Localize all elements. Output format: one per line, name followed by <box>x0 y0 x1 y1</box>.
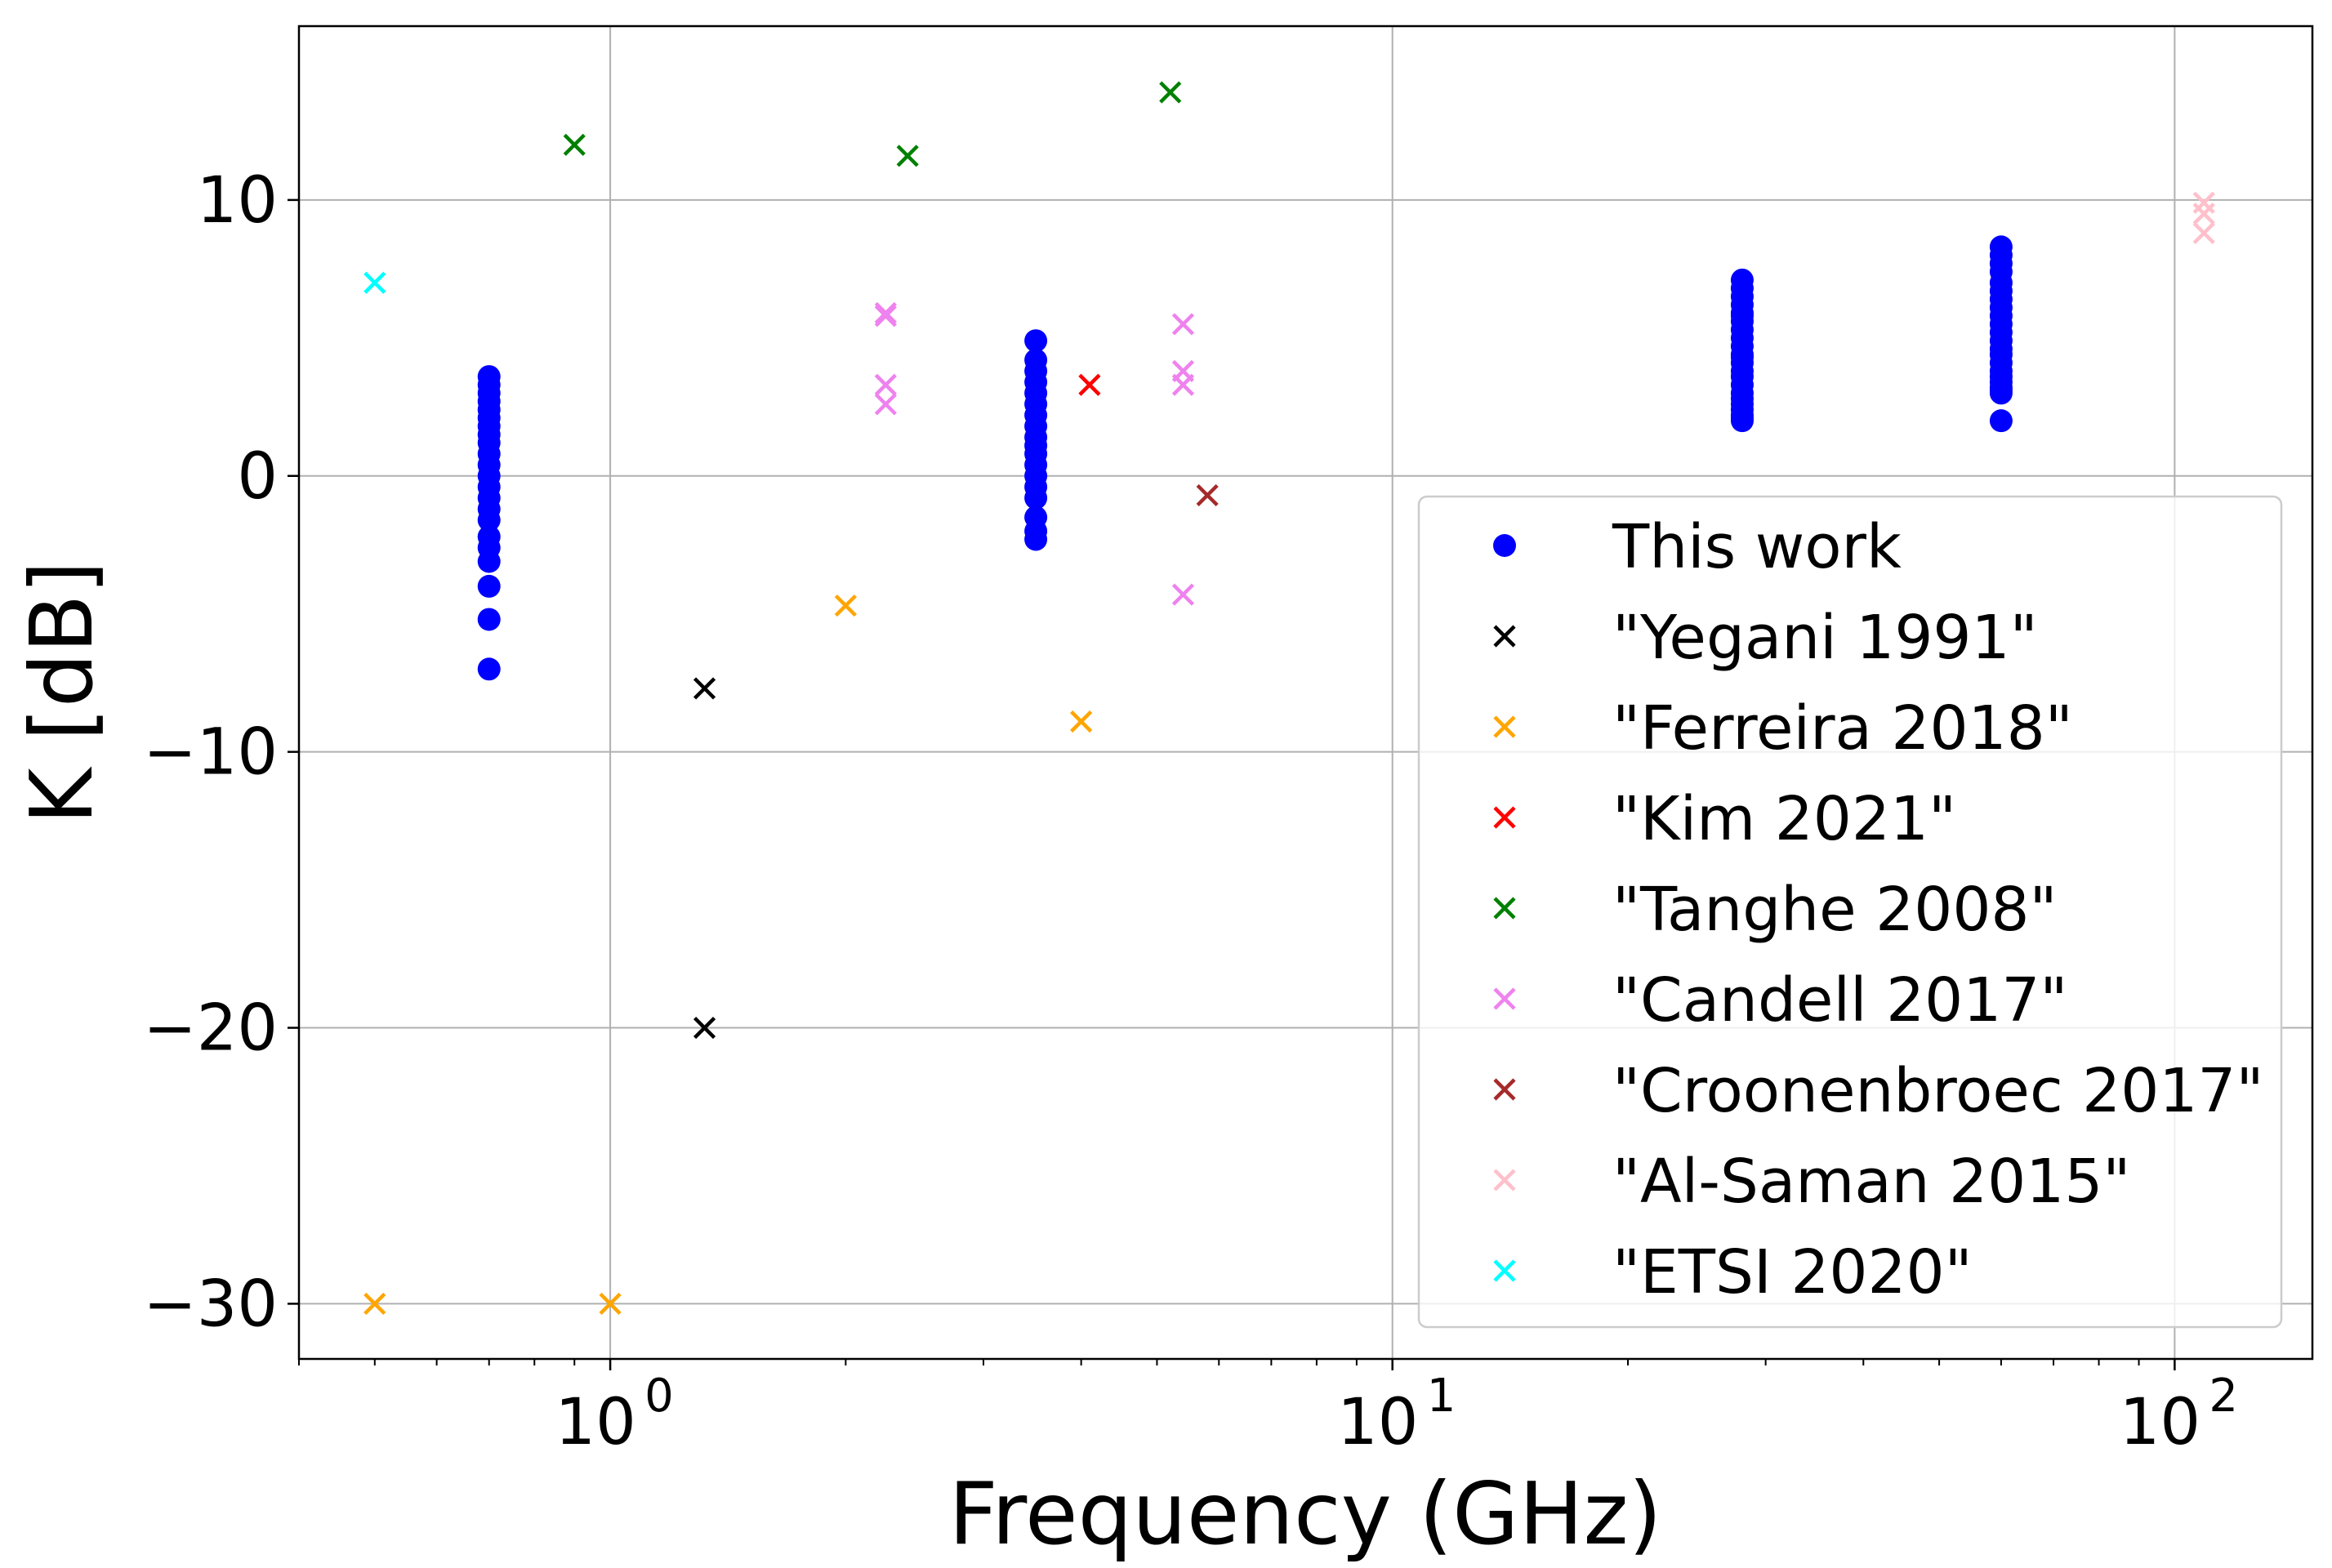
y-tick-label: −30 <box>143 1267 278 1341</box>
grid-lines <box>299 26 2312 1359</box>
y-axis-label: K [dB] <box>12 561 112 825</box>
x-tick-exponent: 0 <box>644 1370 674 1423</box>
legend-label: This work <box>1612 512 1902 582</box>
legend-label: "Yegani 1991" <box>1612 603 2038 673</box>
series-5 <box>874 301 1195 606</box>
series-3 <box>1078 373 1101 396</box>
data-point <box>874 301 897 324</box>
data-point <box>2192 203 2215 225</box>
data-point <box>693 1016 716 1040</box>
legend-label: "ETSI 2020" <box>1612 1237 1973 1307</box>
legend-label: "Tanghe 2008" <box>1612 875 2058 945</box>
data-point <box>1171 583 1195 606</box>
data-points <box>363 81 2215 1316</box>
x-tick-label: 10 <box>555 1386 635 1459</box>
y-tick-label: 0 <box>237 440 278 514</box>
data-point <box>1196 483 1219 507</box>
data-point <box>1024 329 1048 353</box>
data-point <box>874 305 897 327</box>
series-2 <box>363 594 1093 1316</box>
legend-marker <box>1493 715 1516 738</box>
data-point <box>2192 221 2215 245</box>
x-tick-exponent: 2 <box>2209 1370 2238 1423</box>
data-point <box>599 1292 622 1316</box>
series-1 <box>693 677 716 1040</box>
x-tick-label: 10 <box>1337 1386 1418 1459</box>
data-point <box>563 133 586 156</box>
legend-frame <box>1417 495 2283 1329</box>
data-point <box>1730 409 1754 433</box>
legend-label: "Ferreira 2018" <box>1612 693 2073 764</box>
data-point <box>477 608 501 631</box>
data-point <box>1730 304 1754 327</box>
legend-marker <box>1493 987 1516 1010</box>
legend: This work "Yegani 1991" "Ferreira 2018" "Ki… <box>1417 495 2283 1329</box>
x-tick-label: 10 <box>2120 1386 2200 1459</box>
series-0 <box>477 235 2013 681</box>
series-8 <box>363 271 386 294</box>
y-tick-label: −10 <box>143 716 278 790</box>
data-point <box>1171 313 1195 336</box>
data-point <box>1159 81 1182 104</box>
data-point <box>477 574 501 598</box>
data-point <box>1989 409 2013 433</box>
legend-marker <box>1493 1259 1516 1282</box>
data-point <box>363 271 386 294</box>
data-point <box>477 550 501 573</box>
data-point <box>1024 486 1048 510</box>
data-point <box>693 677 716 700</box>
legend-marker <box>1493 806 1516 829</box>
data-point <box>1070 710 1093 733</box>
series-4 <box>563 81 1182 167</box>
series-7 <box>2192 191 2215 245</box>
data-point <box>896 145 919 167</box>
legend-marker <box>1493 534 1516 557</box>
legend-label: "Kim 2021" <box>1612 784 1956 854</box>
y-tick-label: 10 <box>197 164 278 238</box>
data-point <box>874 393 897 416</box>
legend-marker <box>1493 625 1516 648</box>
legend-marker <box>1493 1078 1516 1101</box>
data-point <box>834 594 857 617</box>
data-point <box>1730 345 1754 369</box>
data-point <box>1171 373 1195 396</box>
data-point <box>874 373 897 396</box>
legend-marker <box>1493 897 1516 920</box>
data-point <box>1989 381 2013 405</box>
x-tick-exponent: 1 <box>1427 1370 1456 1423</box>
legend-label: "Croonenbroec 2017" <box>1612 1056 2264 1126</box>
data-point <box>477 657 501 681</box>
legend-label: "Al-Saman 2015" <box>1612 1147 2130 1217</box>
data-point <box>1078 373 1101 396</box>
data-point <box>1024 528 1048 551</box>
legend-marker <box>1493 1169 1516 1192</box>
x-axis-label: Frequency (GHz) <box>948 1464 1661 1564</box>
legend-label: "Candell 2017" <box>1612 965 2067 1036</box>
series-6 <box>1196 483 1219 507</box>
data-point <box>363 1292 386 1316</box>
y-tick-label: −20 <box>143 992 278 1066</box>
data-point <box>2192 191 2215 214</box>
data-point <box>477 508 501 532</box>
plot-frame <box>297 24 2314 1361</box>
